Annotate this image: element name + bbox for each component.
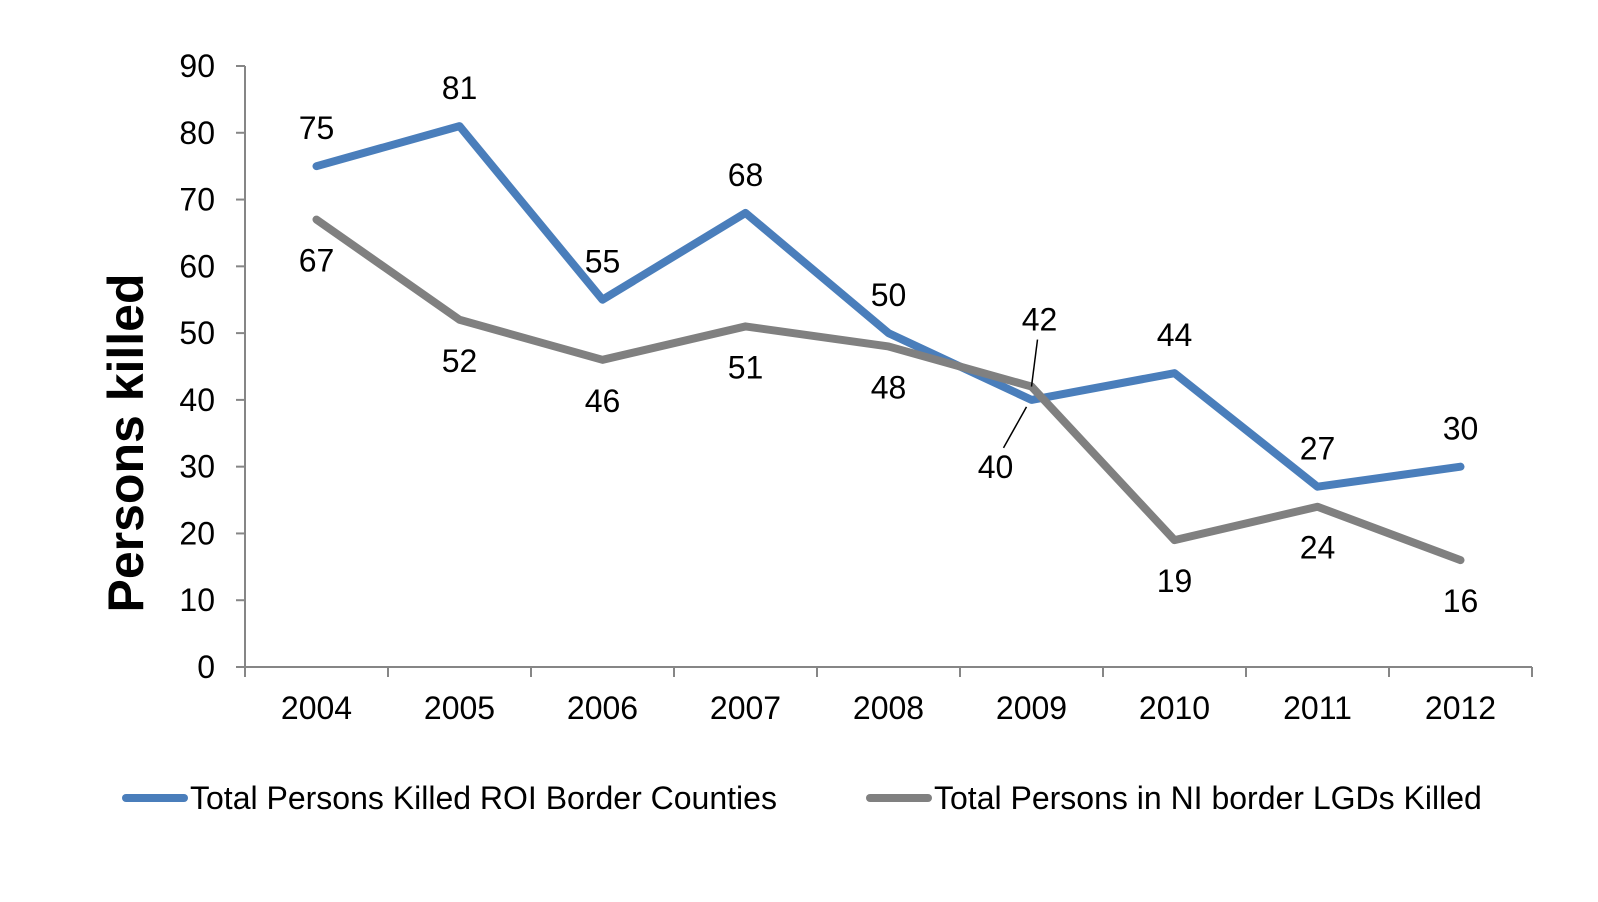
data-label: 30 bbox=[1443, 411, 1479, 447]
data-label: 75 bbox=[299, 110, 335, 146]
data-label: 67 bbox=[299, 243, 335, 279]
data-labels: 75 81 55 68 50 40 44 27 30 67 52 46 51 48 42 19 24 16 bbox=[299, 70, 1479, 619]
x-tick-label: 2007 bbox=[710, 690, 781, 726]
series-line-2 bbox=[312, 215, 1465, 565]
x-tick-label: 2012 bbox=[1425, 690, 1496, 726]
data-label: 46 bbox=[585, 383, 621, 419]
legend: Total Persons Killed ROI Border Counties… bbox=[122, 780, 1482, 816]
data-label: 16 bbox=[1443, 583, 1479, 619]
y-tick-label: 10 bbox=[179, 582, 215, 618]
y-tick-label: 80 bbox=[179, 115, 215, 151]
y-axis-title: Persons killed bbox=[98, 273, 154, 612]
series-line-1 bbox=[312, 122, 1465, 491]
data-label: 51 bbox=[728, 349, 764, 385]
data-label: 24 bbox=[1300, 530, 1336, 566]
data-label: 44 bbox=[1157, 317, 1193, 353]
data-label: 68 bbox=[728, 157, 764, 193]
x-tick-label: 2008 bbox=[853, 690, 924, 726]
y-tick-label: 40 bbox=[179, 382, 215, 418]
data-label: 52 bbox=[442, 343, 478, 379]
y-tick-labels: 0 10 20 30 40 50 60 70 80 90 bbox=[179, 48, 215, 685]
data-label: 40 bbox=[978, 449, 1014, 485]
series-lines bbox=[312, 122, 1465, 565]
x-tick-label: 2009 bbox=[996, 690, 1067, 726]
data-label-leader-line bbox=[1002, 406, 1028, 449]
data-label: 27 bbox=[1300, 431, 1336, 467]
y-tick-label: 20 bbox=[179, 515, 215, 551]
x-tick-label: 2005 bbox=[424, 690, 495, 726]
legend-label-1: Total Persons Killed ROI Border Counties bbox=[190, 780, 777, 816]
y-tick-label: 0 bbox=[197, 649, 215, 685]
data-label: 42 bbox=[1022, 302, 1058, 338]
x-tick-label: 2004 bbox=[281, 690, 352, 726]
data-label: 50 bbox=[871, 277, 907, 313]
y-tick-label: 90 bbox=[179, 48, 215, 84]
y-tick-label: 70 bbox=[179, 182, 215, 218]
data-label: 19 bbox=[1157, 563, 1193, 599]
x-tick-label: 2010 bbox=[1139, 690, 1210, 726]
y-tick-label: 60 bbox=[179, 248, 215, 284]
data-label-leader-line bbox=[1030, 339, 1039, 387]
data-label: 81 bbox=[442, 70, 478, 106]
legend-label-2: Total Persons in NI border LGDs Killed bbox=[934, 780, 1482, 816]
x-tick-label: 2006 bbox=[567, 690, 638, 726]
x-tick-labels: 2004 2005 2006 2007 2008 2009 2010 2011 2012 bbox=[281, 690, 1496, 726]
y-tick-label: 30 bbox=[179, 449, 215, 485]
axes bbox=[236, 65, 1533, 677]
y-tick-label: 50 bbox=[179, 315, 215, 351]
x-tick-label: 2011 bbox=[1283, 690, 1352, 726]
data-label: 55 bbox=[585, 244, 621, 280]
data-label: 48 bbox=[871, 369, 907, 405]
